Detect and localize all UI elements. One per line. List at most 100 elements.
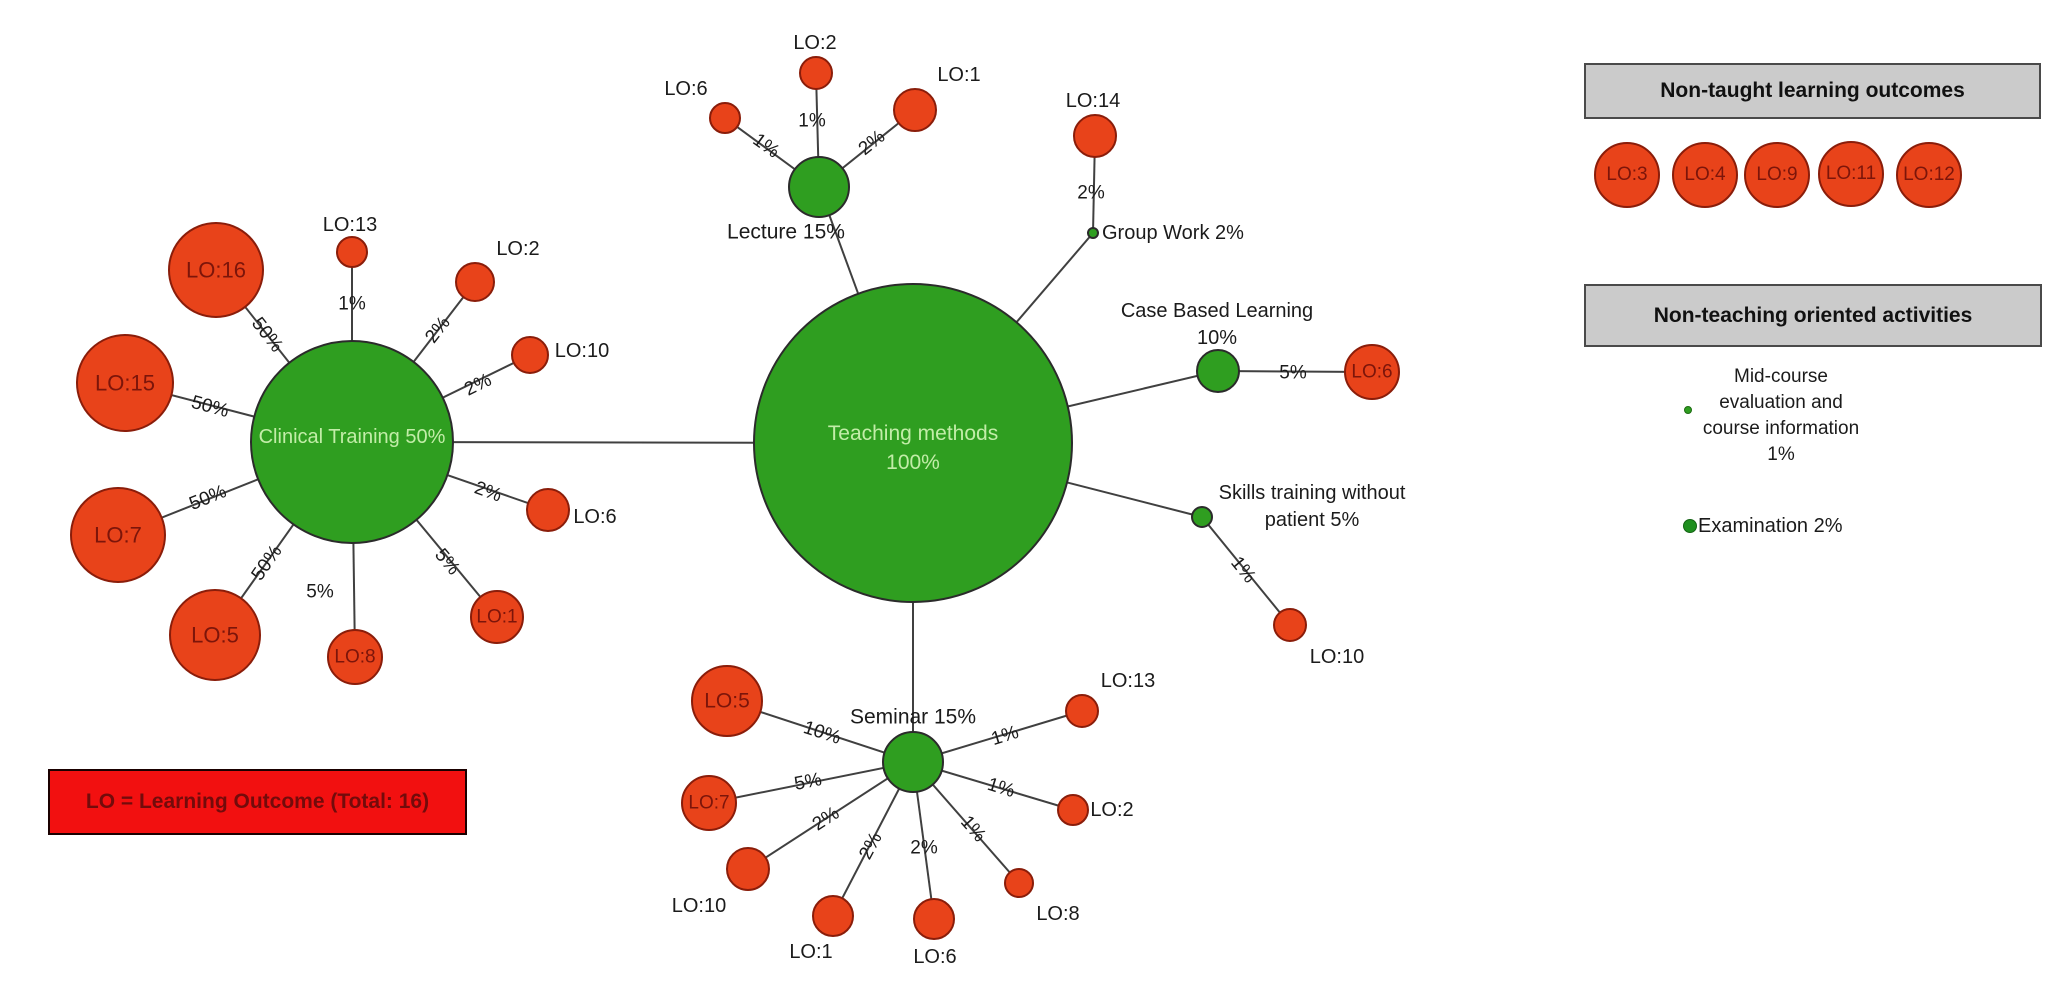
node-label-clinical-lo13: LO:13: [323, 214, 377, 236]
node-clinical-training: [250, 340, 454, 544]
edge-label-clinical-training-clinical-lo16: 50%: [247, 314, 287, 357]
node-label-seminar-lo8: LO:8: [1036, 903, 1079, 925]
node-label-clinical-lo16: LO:16: [186, 258, 246, 283]
mid-course-line3: course information: [1702, 418, 1860, 439]
non-taught-outcome-lo11: LO:11: [1818, 141, 1884, 207]
node-seminar-lo7: [681, 775, 737, 831]
non-taught-outcome-lo9: LO:9: [1744, 142, 1810, 208]
node-clinical-lo7: [70, 487, 166, 583]
non-teaching-title-box: Non-teaching oriented activities: [1584, 284, 2042, 347]
lo12-label: LO:12: [1903, 164, 1955, 185]
node-clinical-lo5: [169, 589, 261, 681]
edge-seminar-seminar-lo7: [708, 761, 914, 804]
mid-course-percent: 1%: [1767, 444, 1795, 465]
node-clinical-lo13: [336, 236, 368, 268]
edge-label-clinical-training-clinical-lo15: 50%: [189, 392, 231, 422]
node-label-seminar-lo5: LO:5: [704, 690, 750, 713]
node-seminar-lo6: [913, 898, 955, 940]
node-label-skills-training-line1: Skills training without: [1219, 482, 1406, 504]
examination-bullet-icon: [1683, 519, 1697, 533]
edge-label-seminar-seminar-lo10: 2%: [809, 803, 844, 836]
node-clinical-lo10: [511, 336, 549, 374]
node-label-skills-lo10: LO:10: [1310, 646, 1364, 668]
node-label-seminar: Seminar 15%: [850, 706, 976, 729]
node-cbl-lo6: [1344, 344, 1400, 400]
edge-label-seminar-seminar-lo13: 1%: [989, 722, 1022, 750]
legend-label: LO = Learning Outcome (Total: 16): [85, 790, 430, 813]
edge-label-clinical-training-clinical-lo6: 2%: [472, 477, 505, 506]
edge-label-clinical-training-clinical-lo5: 50%: [247, 541, 286, 584]
node-label-teaching-methods-line2: 100%: [886, 451, 940, 474]
node-label-case-based-learning-line1: Case Based Learning: [1121, 300, 1313, 322]
edge-skills-training-skills-lo10: [1201, 516, 1291, 626]
mid-course-bullet-icon: [1684, 406, 1692, 414]
node-clinical-lo6: [526, 488, 570, 532]
edge-label-seminar-seminar-lo1: 2%: [855, 829, 886, 863]
node-label-lecture-lo6: LO:6: [664, 78, 707, 100]
edge-label-seminar-seminar-lo5: 10%: [801, 717, 844, 749]
edge-label-clinical-training-clinical-lo13: 1%: [338, 294, 366, 315]
edge-label-case-based-learning-cbl-lo6: 5%: [1279, 363, 1307, 384]
node-label-lecture-lo1: LO:1: [937, 64, 980, 86]
node-seminar: [882, 731, 944, 793]
node-seminar-lo13: [1065, 694, 1099, 728]
node-label-seminar-lo2: LO:2: [1090, 799, 1133, 821]
node-teaching-methods: [753, 283, 1073, 603]
edge-label-seminar-seminar-lo6: 2%: [910, 838, 938, 859]
node-seminar-lo8: [1004, 868, 1034, 898]
lo11-label: LO:11: [1825, 163, 1877, 184]
lo3-label: LO:3: [1606, 164, 1648, 185]
non-taught-outcome-lo3: LO:3: [1594, 142, 1660, 208]
mid-course-item: Mid-course evaluation and course informa…: [1681, 364, 1881, 468]
node-seminar-lo10: [726, 847, 770, 891]
node-label-clinical-lo6: LO:6: [573, 506, 616, 528]
node-clinical-lo1: [470, 590, 524, 644]
edge-label-clinical-training-clinical-lo1: 5%: [430, 545, 464, 580]
node-label-seminar-lo7: LO:7: [688, 793, 729, 814]
node-label-clinical-lo1: LO:1: [476, 607, 517, 628]
node-label-clinical-lo2: LO:2: [496, 238, 539, 260]
node-label-clinical-lo10: LO:10: [555, 340, 609, 362]
node-label-clinical-lo5: LO:5: [191, 623, 239, 648]
node-clinical-lo15: [76, 334, 174, 432]
node-label-lecture-lo2: LO:2: [793, 32, 836, 54]
node-clinical-lo2: [455, 262, 495, 302]
lo4-label: LO:4: [1684, 164, 1726, 185]
node-seminar-lo1: [812, 895, 854, 937]
edge-label-clinical-training-clinical-lo2: 2%: [421, 313, 455, 348]
node-skills-training: [1191, 506, 1213, 528]
node-label-seminar-lo6: LO:6: [913, 946, 956, 968]
mid-course-line1: Mid-course: [1734, 366, 1828, 387]
edge-label-lecture-lecture-lo2: 1%: [798, 111, 826, 132]
edge-label-seminar-seminar-lo7: 5%: [793, 769, 824, 795]
edge-label-clinical-training-clinical-lo7: 50%: [186, 481, 229, 515]
non-taught-outcome-lo12: LO:12: [1896, 142, 1962, 208]
edge-seminar-seminar-lo10: [747, 761, 914, 870]
lo9-label: LO:9: [1756, 164, 1798, 185]
node-case-based-learning: [1196, 349, 1240, 393]
edge-label-group-work-group-work-lo14: 2%: [1077, 183, 1105, 204]
node-seminar-lo2: [1057, 794, 1089, 826]
examination-item: Examination 2%: [1683, 514, 1843, 538]
examination-label: Examination 2%: [1698, 514, 1843, 537]
node-clinical-lo8: [327, 629, 383, 685]
legend-box: LO = Learning Outcome (Total: 16): [48, 769, 467, 835]
non-taught-title-box: Non-taught learning outcomes: [1584, 63, 2041, 119]
node-label-group-work-lo14: LO:14: [1066, 90, 1120, 112]
node-label-cbl-lo6: LO:6: [1351, 362, 1392, 383]
node-lecture-lo6: [709, 102, 741, 134]
node-label-teaching-methods-line1: Teaching methods: [828, 422, 998, 445]
edge-label-seminar-seminar-lo2: 1%: [985, 774, 1018, 802]
node-label-seminar-lo13: LO:13: [1101, 670, 1155, 692]
node-label-skills-training-line2: patient 5%: [1265, 509, 1360, 531]
node-group-work: [1087, 227, 1099, 239]
node-label-lecture: Lecture 15%: [727, 221, 845, 244]
node-label-seminar-lo10: LO:10: [672, 895, 726, 917]
node-skills-lo10: [1273, 608, 1307, 642]
non-taught-outcome-lo4: LO:4: [1672, 142, 1738, 208]
node-label-group-work: Group Work 2%: [1102, 222, 1244, 244]
node-seminar-lo5: [691, 665, 763, 737]
node-label-clinical-lo8: LO:8: [334, 647, 375, 668]
